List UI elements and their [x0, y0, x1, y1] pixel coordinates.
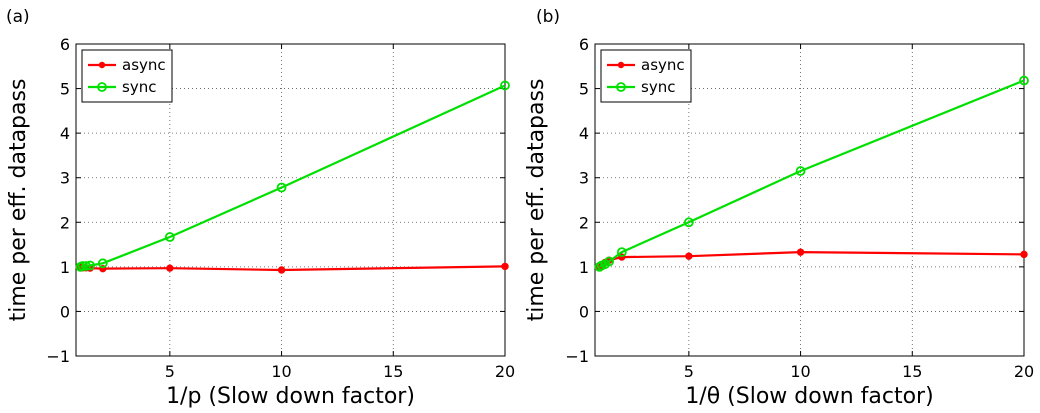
data-point-sync	[85, 260, 95, 271]
data-point-async	[166, 264, 174, 272]
legend-marker-sync	[97, 82, 107, 92]
y-tick-label: 1	[579, 258, 589, 277]
panel-label: (b)	[536, 7, 560, 27]
panel-label: (a)	[6, 7, 30, 27]
x-tick-label: 15	[902, 362, 922, 381]
y-tick-label: 4	[579, 124, 589, 143]
y-axis-label: time per eff. datapass	[524, 79, 549, 322]
plot-frame	[75, 43, 506, 357]
legend-marker-async	[617, 61, 625, 69]
legend-label-async: async	[641, 56, 685, 74]
x-tick-label: 10	[271, 362, 291, 381]
data-point-sync	[81, 261, 91, 271]
data-point-async	[277, 266, 286, 274]
y-tick-label: 2	[60, 213, 70, 232]
data-point-async	[501, 262, 509, 271]
data-point-sync	[97, 258, 108, 269]
data-point-sync	[276, 182, 287, 193]
data-point-sync	[616, 247, 627, 258]
y-tick-label: 2	[579, 213, 589, 232]
y-axis-label: time per eff. datapass	[6, 79, 31, 322]
series-async	[76, 262, 509, 274]
data-point-sync	[604, 256, 614, 267]
y-tick-label: 1	[60, 258, 70, 277]
y-tick-label: 3	[579, 169, 589, 188]
y-tick-label: 6	[60, 35, 70, 54]
x-tick-label: 20	[1014, 362, 1034, 381]
legend-marker-async	[98, 61, 106, 69]
x-tick-label: 10	[790, 362, 810, 381]
data-point-async	[796, 248, 805, 256]
series-line-sync	[80, 84, 506, 268]
y-tick-label: 6	[579, 35, 589, 54]
series-line-async	[598, 250, 1025, 268]
x-tick-label: 20	[495, 362, 515, 381]
data-point-sync	[164, 232, 175, 242]
legend-marker-sync	[616, 82, 626, 92]
chart-panel-b: (b) 5 10 15 20 −1 0 1 2 3 4 5 6 1/θ (Slow down factor…	[524, 7, 1034, 409]
data-point-async	[1020, 250, 1028, 259]
data-point-sync	[1019, 75, 1029, 86]
legend-box	[600, 49, 692, 103]
y-tick-label: 5	[579, 80, 589, 99]
y-tick-label: 0	[579, 302, 589, 321]
data-point-sync	[795, 166, 806, 176]
x-axis-label: 1/θ (Slow down factor)	[685, 384, 933, 409]
plot-frame	[594, 43, 1025, 357]
series-sync	[75, 80, 510, 272]
x-tick-label: 5	[684, 362, 694, 381]
y-tick-label: −1	[46, 347, 70, 366]
y-tick-label: 4	[60, 124, 70, 143]
data-point-sync	[500, 80, 510, 91]
x-axis-label: 1/p (Slow down factor)	[166, 384, 415, 409]
data-point-async	[685, 252, 693, 260]
y-tick-label: −1	[565, 347, 589, 366]
series-sync	[594, 75, 1029, 272]
series-line-sync	[598, 79, 1025, 268]
legend-box	[81, 49, 173, 103]
legend-label-sync: sync	[641, 78, 675, 96]
data-point-sync	[683, 217, 694, 228]
chart-panel-a: (a) 5 10 15 20 −1 0 1 2 3 4 5 6 1/p (Slow down factor…	[6, 7, 515, 409]
legend: async sync	[600, 49, 692, 103]
y-tick-label: 3	[60, 169, 70, 188]
x-tick-label: 15	[383, 362, 403, 381]
legend-label-async: async	[122, 56, 166, 74]
x-tick-label: 5	[165, 362, 175, 381]
legend: async sync	[81, 49, 173, 103]
y-tick-label: 0	[60, 302, 70, 321]
legend-label-sync: sync	[122, 78, 156, 96]
y-tick-label: 5	[60, 80, 70, 99]
